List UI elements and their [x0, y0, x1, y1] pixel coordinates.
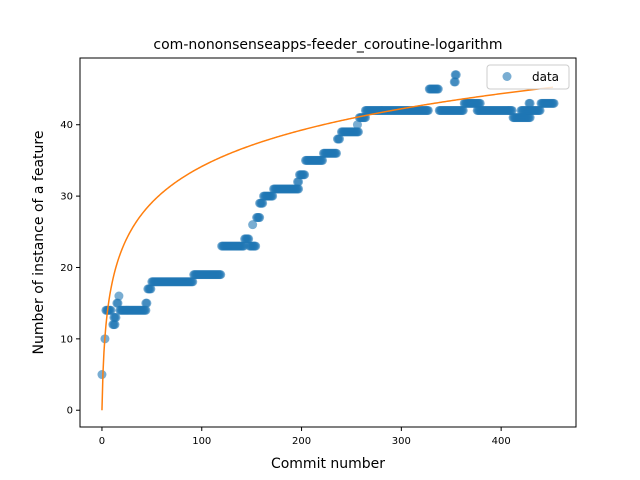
data-point-15 — [113, 298, 123, 308]
legend-box — [486, 64, 570, 90]
axes-frame — [79, 57, 577, 428]
data-points — [97, 70, 559, 380]
data-point-10 — [110, 320, 120, 330]
data-point-155 — [248, 220, 258, 230]
x-tick-label-100: 100 — [192, 436, 211, 447]
y-tick-label-0: 0 — [67, 406, 73, 417]
data-point-13 — [111, 312, 121, 322]
data-point-260 — [353, 127, 363, 137]
data-point-363 — [451, 70, 461, 80]
x-tick-label-200: 200 — [292, 436, 311, 447]
y-tick-label-40: 40 — [60, 120, 73, 131]
legend-label: data — [532, 70, 559, 84]
x-tick-label-300: 300 — [392, 436, 411, 447]
legend: data — [486, 64, 570, 90]
data-point-225 — [318, 155, 328, 165]
chart-title: com-nononsenseapps-feeder_coroutine-loga… — [153, 37, 502, 53]
data-point-16 — [114, 291, 124, 301]
data-point-478 — [549, 98, 559, 108]
data-point-332 — [423, 105, 433, 115]
data-point-45 — [142, 298, 152, 308]
y-axis-ticks: 0 10 20 30 40 — [60, 120, 80, 417]
data-point-201 — [294, 177, 304, 187]
data-point-261 — [352, 120, 362, 130]
data-point-442 — [525, 113, 535, 123]
fit-line — [101, 86, 554, 411]
legend-marker — [502, 72, 512, 81]
data-point-199 — [294, 184, 304, 194]
y-tick-label-30: 30 — [60, 192, 73, 203]
data-point-173 — [268, 191, 278, 201]
data-point-242 — [334, 134, 344, 144]
data-point-147 — [244, 234, 254, 244]
x-axis-label: Commit number — [271, 456, 385, 472]
data-point-342 — [433, 84, 443, 94]
data-point-159 — [255, 213, 265, 223]
y-tick-label-20: 20 — [60, 263, 73, 274]
data-point-371 — [458, 105, 468, 115]
data-point-239 — [331, 148, 341, 158]
x-tick-label-400: 400 — [492, 436, 511, 447]
data-point-0 — [97, 370, 107, 380]
data-point-7 — [106, 305, 116, 315]
data-point-43 — [141, 305, 151, 315]
data-point-424 — [507, 105, 517, 115]
data-point-91 — [188, 277, 198, 287]
y-axis-label: Number of instance of a feature — [31, 131, 47, 355]
x-axis-ticks: 0 100 200 300 400 — [99, 427, 511, 447]
data-point-119 — [216, 270, 226, 280]
data-point-361 — [450, 77, 460, 87]
data-point-49 — [146, 284, 156, 294]
data-point-388 — [475, 98, 485, 108]
x-tick-label-0: 0 — [99, 436, 105, 447]
data-point-163 — [258, 198, 268, 208]
data-point-207 — [300, 170, 310, 180]
data-point-462 — [535, 105, 545, 115]
data-point-464 — [525, 98, 535, 108]
y-tick-label-10: 10 — [60, 334, 73, 345]
data-point-154 — [251, 241, 261, 251]
